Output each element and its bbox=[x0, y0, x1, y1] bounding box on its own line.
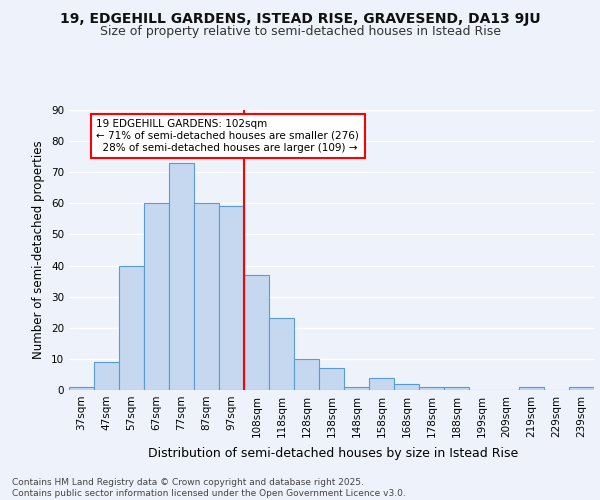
Bar bbox=[569, 387, 594, 390]
Y-axis label: Number of semi-detached properties: Number of semi-detached properties bbox=[32, 140, 46, 360]
Bar bbox=[94, 362, 119, 390]
Bar bbox=[344, 387, 369, 390]
Text: 19, EDGEHILL GARDENS, ISTEAD RISE, GRAVESEND, DA13 9JU: 19, EDGEHILL GARDENS, ISTEAD RISE, GRAVE… bbox=[59, 12, 541, 26]
Bar bbox=[394, 384, 419, 390]
Bar bbox=[269, 318, 294, 390]
Bar bbox=[219, 206, 244, 390]
Text: 19 EDGEHILL GARDENS: 102sqm
← 71% of semi-detached houses are smaller (276)
  28: 19 EDGEHILL GARDENS: 102sqm ← 71% of sem… bbox=[97, 120, 359, 152]
Bar bbox=[519, 387, 544, 390]
Bar bbox=[294, 359, 319, 390]
Bar bbox=[444, 387, 469, 390]
Bar bbox=[169, 163, 194, 390]
Bar bbox=[319, 368, 344, 390]
Text: Size of property relative to semi-detached houses in Istead Rise: Size of property relative to semi-detach… bbox=[100, 25, 500, 38]
Text: Contains HM Land Registry data © Crown copyright and database right 2025.
Contai: Contains HM Land Registry data © Crown c… bbox=[12, 478, 406, 498]
Bar bbox=[144, 204, 169, 390]
Bar bbox=[369, 378, 394, 390]
Bar bbox=[194, 204, 219, 390]
Bar bbox=[69, 387, 94, 390]
Text: Distribution of semi-detached houses by size in Istead Rise: Distribution of semi-detached houses by … bbox=[148, 448, 518, 460]
Bar bbox=[119, 266, 144, 390]
Bar bbox=[419, 387, 444, 390]
Bar bbox=[244, 275, 269, 390]
